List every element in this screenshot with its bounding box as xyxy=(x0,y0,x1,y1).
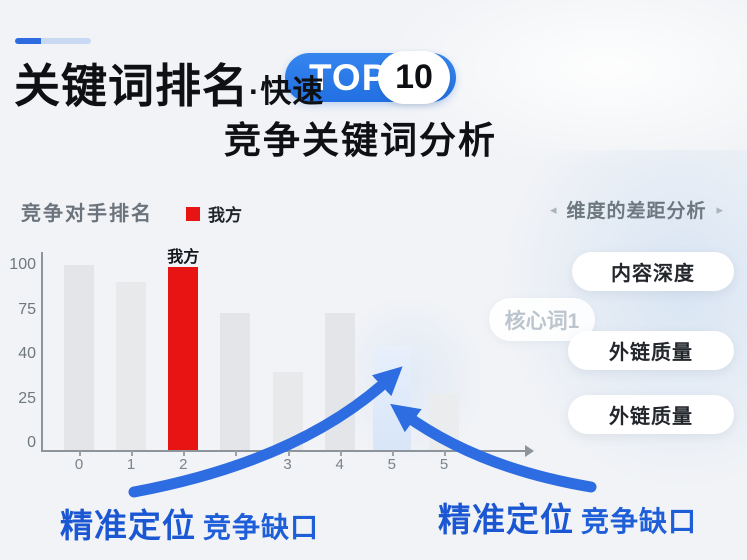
x-tick-mark xyxy=(287,451,290,456)
chart-title: 竞争对手排名 xyxy=(21,203,153,225)
x-tick-label: 5 xyxy=(387,456,396,473)
x-tick-label: 0 xyxy=(74,456,84,473)
side-panel-header: ◂ 维度的差距分析 ▸ xyxy=(550,196,747,223)
x-tick-label: 4 xyxy=(335,456,344,473)
bar-competitor xyxy=(116,282,147,450)
y-axis-line xyxy=(41,252,43,451)
x-tick-mark xyxy=(391,451,394,456)
x-tick-mark xyxy=(183,451,186,456)
top10-badge: TOP 10 xyxy=(285,51,456,104)
page-title-main: 关键词排名 xyxy=(14,60,249,112)
legend-swatch-ours xyxy=(186,206,200,221)
bar-competitor xyxy=(64,265,94,450)
dimension-tag-content-depth[interactable]: 内容深度 xyxy=(572,252,734,291)
x-tick-label: 5 xyxy=(439,456,449,473)
bar-gap-highlight xyxy=(372,346,411,450)
x-tick-mark xyxy=(131,451,134,456)
bar-competitor xyxy=(220,313,251,450)
x-axis-arrow-icon xyxy=(525,445,534,457)
bar-ours xyxy=(168,267,199,450)
dimension-tag-backlink-quality-1[interactable]: 外链质量 xyxy=(568,331,734,370)
y-tick-label: 75 xyxy=(18,300,36,318)
side-panel-title: 维度的差距分析 xyxy=(566,201,707,222)
dimension-tag-backlink-quality-2[interactable]: 外链质量 xyxy=(568,395,734,434)
callout-right: 精准定位 竞争缺口 xyxy=(438,493,697,541)
page-subtitle: 竞争关键词分析 xyxy=(224,120,497,161)
callout-left: 精准定位 竞争缺口 xyxy=(60,499,319,547)
x-tick-mark xyxy=(79,451,81,456)
chevron-right-icon[interactable]: ▸ xyxy=(716,201,724,217)
page-title: 关键词排名 ·快速 xyxy=(14,50,324,116)
x-tick-label: 1 xyxy=(126,456,136,473)
chart-legend: 我方 xyxy=(186,201,242,226)
callout-left-rest: 竞争缺口 xyxy=(203,512,320,543)
x-tick-label: 2 xyxy=(179,456,188,473)
y-tick-label: 0 xyxy=(27,434,36,451)
x-tick-mark xyxy=(339,451,342,456)
legend-label: 我方 xyxy=(208,206,242,225)
y-tick-label: 25 xyxy=(18,389,36,407)
x-tick-mark xyxy=(235,451,238,456)
bar-competitor xyxy=(324,313,355,450)
chevron-left-icon[interactable]: ◂ xyxy=(550,201,557,217)
x-tick-mark xyxy=(444,451,446,456)
ours-bar-annotation: 我方 xyxy=(167,249,200,266)
callout-right-rest: 竞争缺口 xyxy=(581,506,698,537)
top-badge-number: 10 xyxy=(378,51,450,104)
bar-competitor xyxy=(429,393,459,450)
callout-right-strong: 精准定位 xyxy=(438,501,574,538)
callout-left-strong: 精准定位 xyxy=(60,507,196,544)
top-badge-label: TOP xyxy=(309,56,388,98)
bar-competitor xyxy=(272,372,303,450)
accent-progress-bar xyxy=(15,38,91,44)
y-tick-label: 100 xyxy=(9,256,36,274)
x-tick-label: 3 xyxy=(283,456,292,473)
x-axis-line xyxy=(41,450,525,452)
y-tick-label: 40 xyxy=(18,345,36,363)
page-title-suffix: ·快速 xyxy=(249,74,325,109)
